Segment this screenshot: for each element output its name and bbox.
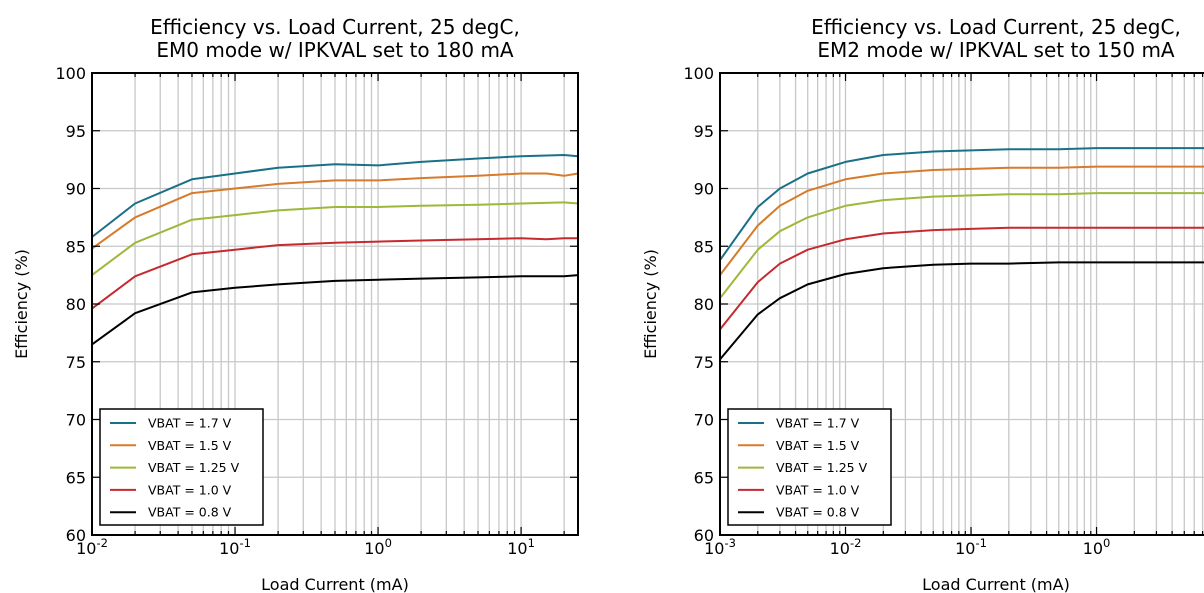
legend-label-1: VBAT = 1.7 V: [148, 416, 232, 431]
chart-title-line: EM2 mode w/ IPKVAL set to 150 mA: [817, 38, 1175, 62]
legend-box: [727, 408, 892, 526]
y-tick-label: 75: [694, 353, 714, 372]
legend-label-4: VBAT = 1.0 V: [148, 482, 232, 497]
legend-label-5: VBAT = 0.8 V: [776, 505, 860, 520]
y-tick-label: 75: [66, 353, 86, 372]
x-tick-label: 10-3: [704, 536, 736, 558]
x-tick-label: 10-1: [219, 536, 251, 558]
x-tick-label: 100: [364, 536, 392, 558]
y-tick-label: 60: [694, 526, 714, 545]
series-line-4: [719, 226, 1204, 331]
y-tick-label: 95: [66, 122, 86, 141]
x-tick-label: 10-2: [76, 536, 108, 558]
x-tick-label: 10-1: [955, 536, 987, 558]
plot-frame: [719, 72, 1204, 536]
x-tick-label: 100: [1083, 536, 1111, 558]
plot-frame: [91, 72, 579, 536]
y-tick-label: 65: [694, 468, 714, 487]
chart-em2-efficiency: Efficiency vs. Load Current, 25 degC,EM2…: [641, 15, 1204, 593]
x-axis-label: Load Current (mA): [261, 575, 409, 593]
chart-em0-efficiency: Efficiency vs. Load Current, 25 degC,EM0…: [12, 15, 579, 593]
y-tick-label: 80: [66, 295, 86, 314]
series-line-4: [91, 237, 578, 310]
chart-title-line: Efficiency vs. Load Current, 25 degC,: [811, 15, 1181, 39]
legend-label-3: VBAT = 1.25 V: [776, 460, 868, 475]
series-line-5: [91, 274, 579, 346]
series-line-3: [91, 201, 579, 276]
y-tick-label: 65: [66, 468, 86, 487]
y-tick-label: 100: [683, 64, 714, 83]
series-line-5: [719, 261, 1204, 361]
legend-label-2: VBAT = 1.5 V: [776, 438, 860, 453]
series-line-2: [91, 172, 579, 250]
legend-label-2: VBAT = 1.5 V: [148, 438, 232, 453]
series-line-1: [91, 154, 579, 238]
y-tick-label: 90: [66, 180, 86, 199]
legend-label-1: VBAT = 1.7 V: [776, 416, 860, 431]
y-tick-label: 70: [694, 411, 714, 430]
y-axis-label: Efficiency (%): [641, 249, 660, 359]
x-tick-label: 10-2: [830, 536, 862, 558]
y-axis-label: Efficiency (%): [12, 249, 31, 359]
series-line-2: [719, 165, 1204, 276]
series-line-1: [719, 147, 1204, 261]
series-line-3: [719, 192, 1204, 299]
y-tick-label: 85: [66, 237, 86, 256]
x-axis-label: Load Current (mA): [922, 575, 1070, 593]
y-tick-label: 80: [694, 295, 714, 314]
y-tick-label: 85: [694, 237, 714, 256]
y-tick-label: 60: [66, 526, 86, 545]
chart-title-line: Efficiency vs. Load Current, 25 degC,: [150, 15, 520, 39]
chart-title-line: EM0 mode w/ IPKVAL set to 180 mA: [156, 38, 514, 62]
legend-label-4: VBAT = 1.0 V: [776, 482, 860, 497]
y-tick-label: 70: [66, 411, 86, 430]
y-tick-label: 95: [694, 122, 714, 141]
y-tick-label: 90: [694, 180, 714, 199]
legend-label-5: VBAT = 0.8 V: [148, 505, 232, 520]
x-tick-label: 101: [507, 536, 535, 558]
legend-label-3: VBAT = 1.25 V: [148, 460, 240, 475]
y-tick-label: 100: [55, 64, 86, 83]
